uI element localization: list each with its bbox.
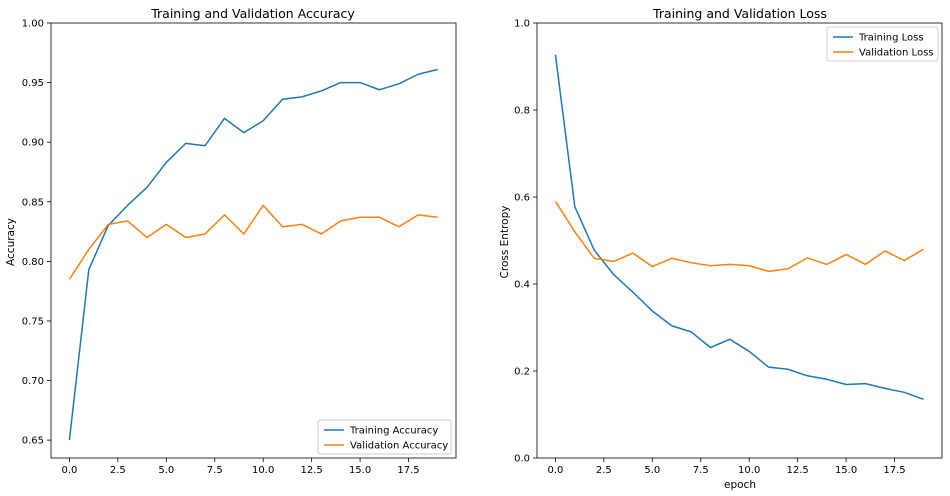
loss-panel: Training and Validation Loss Cross Entro… (499, 6, 943, 491)
accuracy-series-line-1 (68, 68, 438, 441)
loss-legend: Training Loss Validation Loss (826, 26, 939, 62)
loss-series-lines (554, 54, 924, 400)
loss-y-axis-label: Cross Entropy (499, 206, 511, 279)
loss-x-tick-label: 17.5 (883, 465, 905, 476)
loss-plot-frame (536, 22, 943, 459)
accuracy-y-tick-label: 0.75 (22, 316, 44, 327)
accuracy-x-tick-label: 5.0 (158, 465, 174, 476)
accuracy-y-tick-label: 1.00 (22, 19, 44, 30)
accuracy-y-tick-label: 0.90 (22, 138, 44, 149)
accuracy-plot-frame (50, 22, 457, 459)
accuracy-y-tick-label: 0.80 (22, 257, 44, 268)
accuracy-series-line-2 (68, 204, 438, 280)
accuracy-y-axis-label: Accuracy (5, 218, 17, 266)
loss-y-tick-label: 1.0 (514, 19, 530, 30)
accuracy-x-tick-label: 7.5 (207, 465, 223, 476)
loss-legend-box (826, 26, 939, 62)
accuracy-x-tick-label: 2.5 (110, 465, 126, 476)
loss-x-tick-label: 2.5 (596, 465, 612, 476)
loss-x-tick-label: 10.0 (738, 465, 760, 476)
loss-y-tick-label: 0.8 (514, 106, 530, 117)
loss-x-tick-label: 7.5 (693, 465, 709, 476)
accuracy-chart-title: Training and Validation Accuracy (150, 6, 355, 21)
accuracy-y-tick-label: 0.95 (22, 78, 44, 89)
accuracy-y-tick-label: 0.85 (22, 197, 44, 208)
accuracy-panel: Training and Validation Accuracy Accurac… (5, 6, 457, 477)
accuracy-x-tick-label: 10.0 (252, 465, 274, 476)
accuracy-y-tick-label: 0.70 (22, 376, 44, 387)
accuracy-legend-box (317, 419, 452, 455)
loss-series-line-2 (554, 200, 924, 273)
accuracy-legend: Training Accuracy Validation Accuracy (317, 419, 452, 455)
loss-series-line-1 (554, 54, 924, 400)
loss-y-tick-label: 0.0 (514, 454, 530, 465)
loss-legend-label: Training Loss (858, 33, 924, 44)
loss-x-tick-label: 12.5 (787, 465, 809, 476)
accuracy-x-tick-label: 0.0 (61, 465, 77, 476)
loss-y-tick-label: 0.6 (514, 193, 530, 204)
accuracy-series-lines (68, 68, 438, 441)
accuracy-x-tick-label: 17.5 (397, 465, 419, 476)
accuracy-x-tick-label: 12.5 (301, 465, 323, 476)
accuracy-y-tick-label: 0.65 (22, 436, 44, 447)
loss-axis-ticks: 0.0 2.5 5.0 7.5 10.0 12.5 15.0 17.5 0.0 0.2 0.4 0.6… (514, 19, 906, 477)
loss-x-tick-label: 0.0 (547, 465, 563, 476)
loss-x-tick-label: 15.0 (835, 465, 857, 476)
loss-chart-title: Training and Validation Loss (652, 6, 827, 21)
accuracy-legend-label: Training Accuracy (349, 426, 438, 437)
accuracy-x-tick-label: 15.0 (349, 465, 371, 476)
loss-x-tick-label: 5.0 (644, 465, 660, 476)
loss-x-axis-label: epoch (724, 479, 756, 491)
accuracy-legend-label: Validation Accuracy (350, 441, 448, 452)
accuracy-axis-ticks: 0.0 2.5 5.0 7.5 10.0 12.5 15.0 17.5 0.65 0.70 0.75… (22, 19, 420, 477)
loss-legend-label: Validation Loss (859, 48, 934, 59)
loss-y-tick-label: 0.2 (514, 367, 530, 378)
loss-y-tick-label: 0.4 (514, 280, 530, 291)
